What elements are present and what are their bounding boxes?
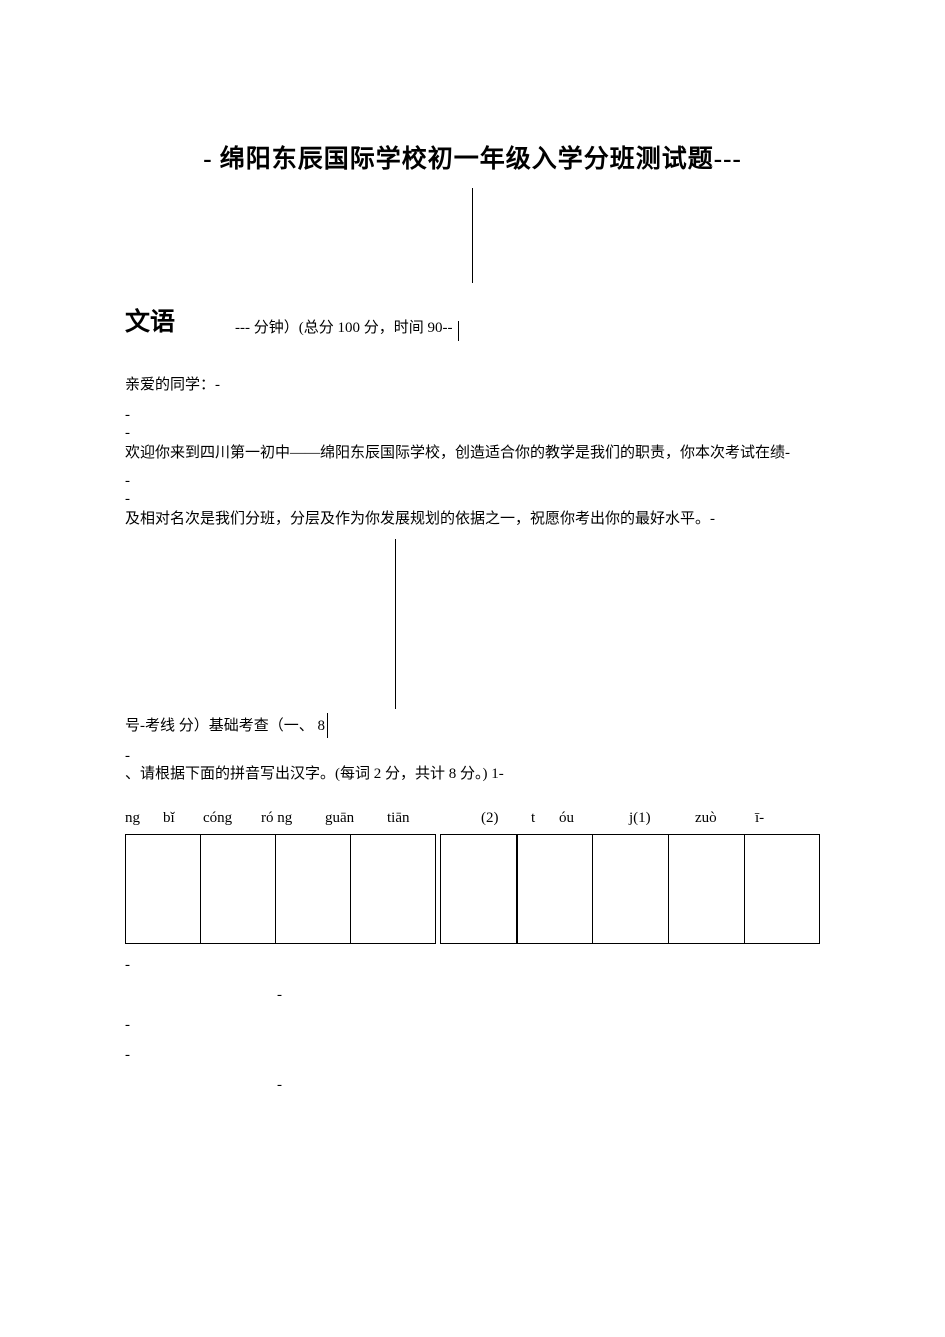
intro-paragraph-1: 欢迎你来到四川第一初中——绵阳东辰国际学校，创造适合你的教学是我们的职责，你本次… [125, 441, 820, 465]
dash-line: - [125, 469, 820, 487]
pinyin-cell: zuò [695, 806, 755, 830]
greeting-text: 亲爱的同学：- [125, 373, 820, 397]
section-header: 号-考线 分）基础考查（一、 8 [125, 714, 325, 738]
dash-line: - [277, 1070, 820, 1100]
answer-box[interactable] [440, 834, 516, 944]
answer-box[interactable] [592, 834, 668, 944]
answer-box[interactable] [350, 834, 436, 944]
vertical-divider-2 [395, 539, 396, 709]
pinyin-cell: j(1) [629, 806, 695, 830]
pinyin-cell: (2) [481, 806, 531, 830]
pinyin-cell: cóng [203, 806, 261, 830]
pinyin-cell: t [531, 806, 559, 830]
intro-paragraph-2: 及相对名次是我们分班，分层及作为你发展规划的依据之一，祝愿你考出你的最好水平。- [125, 507, 820, 531]
trailing-dashes: - - - - - [125, 950, 820, 1100]
pinyin-cell: ng [125, 806, 163, 830]
dash-line: - [125, 1010, 820, 1040]
answer-box[interactable] [200, 834, 275, 944]
pinyin-cell: óu [559, 806, 629, 830]
subject-label: 文语 [125, 303, 175, 343]
dash-line: - [125, 421, 820, 439]
question-1-text: 、请根据下面的拼音写出汉字。(每词 2 分，共计 8 分。) 1- [125, 762, 820, 786]
section-vline [327, 713, 328, 738]
section-header-row: 号-考线 分）基础考查（一、 8 [125, 713, 820, 738]
subtitle-row: 文语 --- 分钟）(总分 100 分，时间 90-- [125, 303, 820, 343]
answer-box[interactable] [668, 834, 744, 944]
answer-box[interactable] [744, 834, 820, 944]
page-title: - 绵阳东辰国际学校初一年级入学分班测试题--- [125, 140, 820, 180]
answer-box[interactable] [516, 834, 592, 944]
dash-line: - [125, 1040, 820, 1070]
dash-line: - [125, 744, 820, 762]
pinyin-cell: ró ng [261, 806, 325, 830]
pinyin-cell: bǐ [163, 806, 203, 830]
box-group-1 [125, 834, 436, 944]
pinyin-cell: ī- [755, 806, 795, 830]
dash-line: - [125, 950, 820, 980]
pinyin-cell: guān [325, 806, 387, 830]
dash-line: - [125, 403, 820, 421]
dash-line: - [125, 487, 820, 505]
pinyin-row: ng bǐ cóng ró ng guān tiān (2) t óu j(1)… [125, 806, 820, 830]
answer-boxes-row [125, 834, 820, 944]
pinyin-cell: tiān [387, 806, 481, 830]
box-group-2 [440, 834, 820, 944]
answer-box[interactable] [275, 834, 350, 944]
dash-line: - [277, 980, 820, 1010]
answer-box[interactable] [125, 834, 200, 944]
score-time-label: --- 分钟）(总分 100 分，时间 90-- [235, 316, 452, 343]
vertical-divider-1 [472, 188, 473, 283]
